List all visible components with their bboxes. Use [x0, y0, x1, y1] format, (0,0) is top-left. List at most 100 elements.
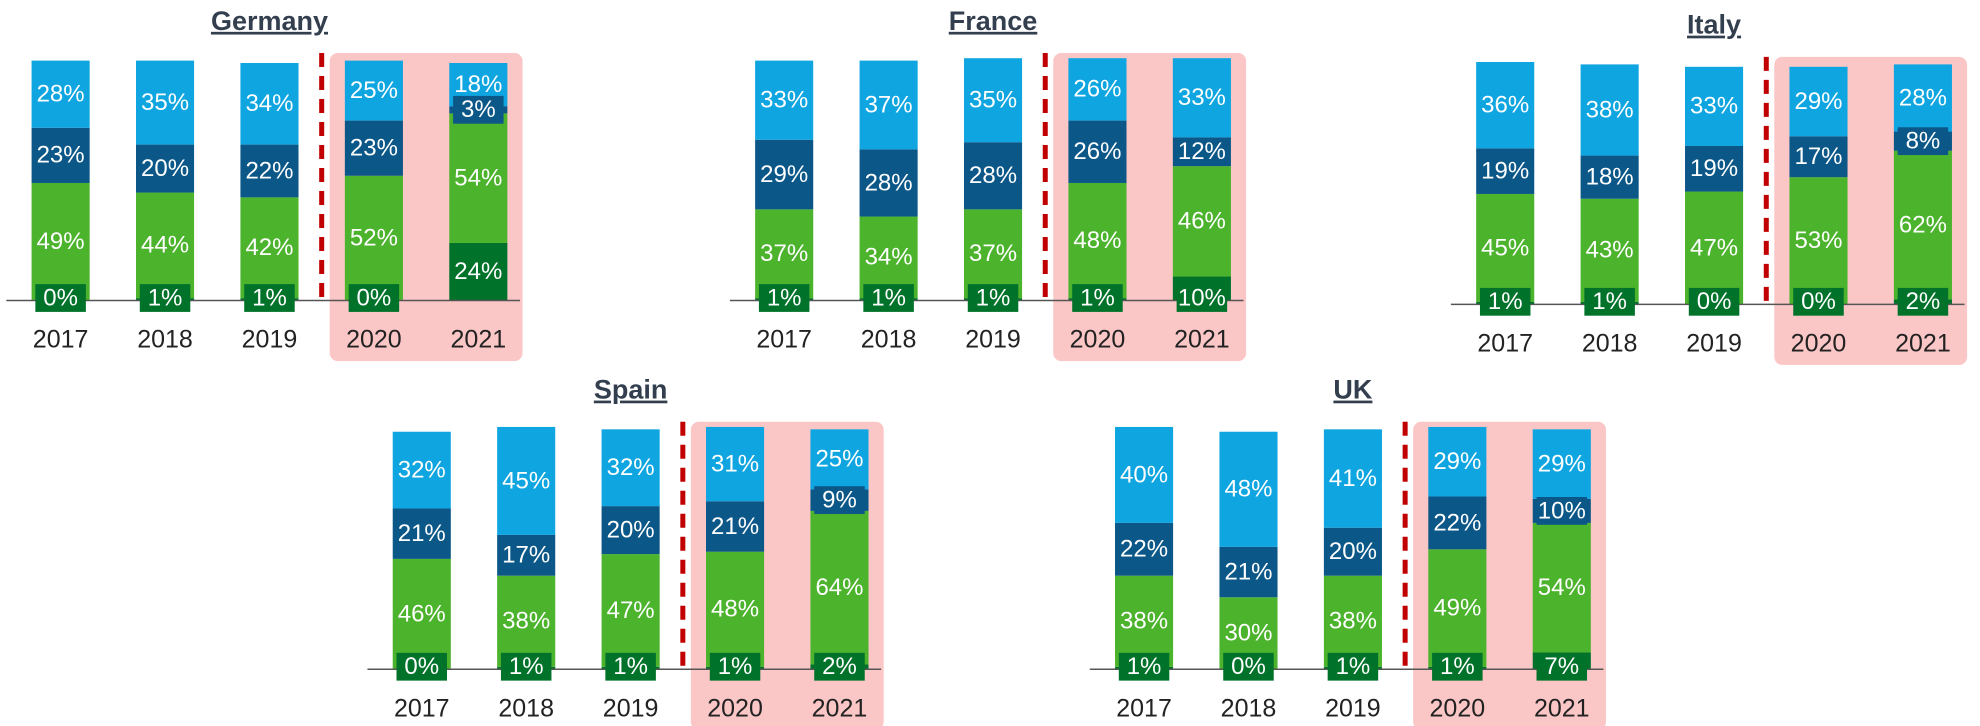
data-label: 28%: [865, 169, 913, 196]
data-label: 29%: [1538, 450, 1586, 477]
bar-segment: [392, 431, 451, 509]
data-label: 64%: [815, 574, 863, 601]
data-label: 1%: [871, 284, 906, 311]
data-label: 12%: [1178, 138, 1226, 165]
bar-segment: [810, 429, 869, 490]
bar-segment: [344, 120, 403, 176]
bar-segment: [963, 142, 1023, 210]
bar-segment: [1789, 177, 1848, 305]
bar-segment: [497, 575, 556, 667]
data-label: 28%: [37, 81, 85, 108]
data-label: 8%: [1906, 128, 1941, 155]
x-tick-label: 2021: [812, 694, 868, 722]
label-box: [1072, 284, 1123, 312]
data-label: 29%: [760, 161, 808, 188]
data-label: 62%: [1899, 211, 1947, 238]
bar-segment: [1068, 120, 1127, 183]
bar-segment: [601, 429, 660, 507]
bar-segment: [755, 139, 814, 210]
x-tick-label: 2020: [707, 694, 763, 722]
x-tick-label: 2017: [394, 694, 450, 722]
bar-segment: [1068, 182, 1127, 299]
data-label: 49%: [1433, 594, 1481, 621]
data-label: 42%: [245, 234, 293, 261]
data-label: 18%: [454, 71, 502, 98]
bar-segment: [706, 426, 765, 502]
data-label: 46%: [1178, 208, 1226, 235]
data-label: 17%: [1794, 143, 1842, 170]
data-label: 34%: [865, 244, 913, 271]
data-label: 44%: [141, 232, 189, 259]
bar-segment: [1172, 58, 1231, 138]
bar-segment: [859, 60, 918, 150]
x-tick-label: 2021: [1534, 694, 1590, 722]
data-label: 23%: [350, 135, 398, 162]
data-label: 1%: [1127, 653, 1162, 680]
label-box: [139, 284, 191, 312]
bar-segment: [1323, 527, 1382, 576]
data-label: 1%: [1488, 288, 1523, 315]
bar-segment: [135, 144, 195, 193]
data-label: 0%: [1801, 288, 1836, 315]
x-tick-label: 2018: [137, 326, 193, 354]
bar-segment: [1580, 198, 1639, 302]
data-label: 25%: [815, 446, 863, 473]
data-label: 33%: [760, 87, 808, 114]
x-tick-label: 2019: [1686, 329, 1742, 357]
data-label: 26%: [1073, 76, 1121, 103]
label-box: [967, 284, 1019, 312]
data-label: 35%: [141, 89, 189, 116]
data-label: 22%: [245, 157, 293, 184]
chart-title: Germany: [211, 6, 328, 36]
data-label: 49%: [37, 228, 85, 255]
bar-segment: [1115, 575, 1174, 667]
bar-segment: [859, 149, 918, 217]
data-label: 48%: [1073, 227, 1121, 254]
bar-segment: [1893, 150, 1952, 300]
data-label: 21%: [711, 513, 759, 540]
bar-segment: [135, 192, 195, 299]
data-label: 0%: [404, 653, 439, 680]
bar-segment: [392, 508, 451, 559]
data-label: 38%: [502, 608, 550, 635]
data-label: 22%: [1433, 509, 1481, 536]
data-label: 38%: [1586, 96, 1634, 123]
data-label: 29%: [1433, 448, 1481, 475]
data-label: 53%: [1794, 227, 1842, 254]
data-label: 1%: [613, 653, 648, 680]
x-tick-label: 2021: [1895, 329, 1951, 357]
data-label: 1%: [1592, 288, 1627, 315]
data-label: 1%: [509, 653, 544, 680]
data-label: 1%: [718, 653, 753, 680]
label-box: [1897, 287, 1949, 316]
data-label: 2%: [822, 653, 857, 680]
x-tick-label: 2021: [451, 326, 507, 354]
bar-segment: [1323, 429, 1382, 528]
data-label: 47%: [607, 597, 655, 624]
bar-segment: [1172, 166, 1231, 277]
data-label: 25%: [350, 77, 398, 104]
bar-segment: [1685, 191, 1744, 305]
label-box: [453, 95, 504, 124]
bar-segment: [1893, 64, 1952, 132]
label-box: [1793, 287, 1844, 316]
label-box: [1584, 287, 1635, 316]
bar-segment: [1172, 137, 1231, 167]
data-label: 23%: [37, 142, 85, 169]
data-label: 32%: [398, 456, 446, 483]
data-label: 31%: [711, 450, 759, 477]
bar-segment: [449, 113, 508, 243]
data-label: 37%: [865, 91, 913, 118]
data-label: 38%: [1120, 608, 1168, 635]
label-box: [396, 652, 448, 681]
data-label: 1%: [1440, 653, 1475, 680]
bar-segment: [1219, 431, 1278, 547]
bar-segment: [1580, 155, 1639, 199]
x-tick-label: 2019: [242, 326, 298, 354]
data-label: 1%: [767, 284, 802, 311]
data-label: 3%: [461, 96, 496, 123]
data-label: 0%: [1231, 653, 1266, 680]
bar-segment: [1685, 145, 1744, 192]
